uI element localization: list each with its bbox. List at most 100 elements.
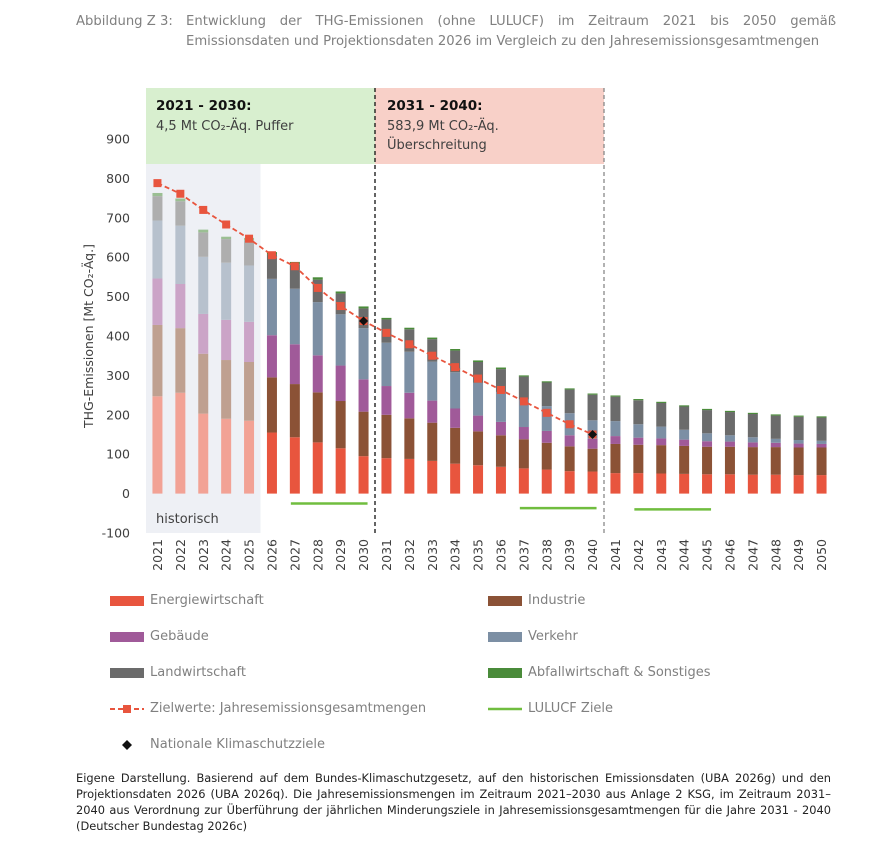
bar-segment	[747, 437, 758, 443]
x-tick-label: 2049	[791, 539, 806, 571]
bar-segment	[541, 406, 552, 431]
y-tick-label: 0	[122, 486, 130, 501]
bar-segment	[816, 475, 827, 494]
bar-segment	[266, 377, 277, 433]
bar-segment	[289, 437, 300, 494]
x-tick-label: 2047	[745, 539, 760, 571]
period2-text-line1: 583,9 Mt CO₂-Äq.	[387, 118, 499, 134]
bar-segment	[724, 410, 735, 413]
bar-segment	[679, 445, 690, 474]
bar-segment	[175, 328, 186, 393]
target-point	[313, 283, 322, 292]
bar-segment	[770, 442, 781, 448]
bar-segment	[816, 440, 827, 444]
bar-segment	[587, 438, 598, 449]
x-tick-label: 2024	[219, 539, 234, 571]
bar-segment	[450, 408, 461, 428]
bar-segment	[175, 198, 186, 202]
bar-segment	[244, 362, 255, 421]
bar-segment	[289, 264, 300, 289]
bar-segment	[656, 438, 667, 446]
bar-segment	[656, 401, 667, 403]
bar-segment	[633, 437, 644, 445]
bar-segment	[335, 291, 346, 294]
bar-segment	[564, 389, 575, 414]
bar-segment	[152, 220, 163, 279]
period-box-2031-2040	[375, 88, 604, 164]
x-tick-label: 2050	[814, 539, 829, 571]
target-point	[153, 179, 162, 188]
bar-segment	[312, 302, 323, 356]
bar-segment	[587, 394, 598, 421]
bar-segment	[610, 421, 621, 437]
bar-segment	[587, 393, 598, 395]
x-tick-label: 2044	[677, 539, 692, 571]
bar-segment	[335, 401, 346, 449]
bar-segment	[404, 351, 415, 393]
bar-segment	[793, 415, 804, 417]
bar-segment	[816, 416, 827, 418]
bar-segment	[541, 382, 552, 407]
bar-segment	[587, 420, 598, 439]
x-tick-label: 2037	[516, 539, 531, 571]
target-point	[222, 220, 231, 229]
bar-segment	[495, 421, 506, 436]
bar-segment	[702, 441, 713, 447]
bar-segment	[198, 256, 209, 314]
x-tick-label: 2025	[242, 539, 257, 571]
bar-segment	[656, 402, 667, 427]
national-target-point	[588, 430, 598, 439]
bar-segment	[633, 399, 644, 401]
bar-segment	[381, 342, 392, 387]
target-point	[428, 351, 437, 360]
x-tick-label: 2035	[471, 539, 486, 571]
bar-segment	[724, 441, 735, 447]
bar-segment	[495, 391, 506, 422]
target-point	[336, 302, 345, 311]
bar-segment	[495, 367, 506, 370]
target-point	[451, 363, 460, 372]
x-tick-label: 2027	[287, 539, 302, 571]
bar-segment	[152, 324, 163, 397]
bar-segment	[198, 353, 209, 414]
y-axis-label: THG-Emissionen [Mt CO₂-Äq.]	[81, 244, 96, 429]
bar-segment	[221, 319, 232, 361]
x-tick-label: 2023	[196, 539, 211, 571]
y-tick-label: 300	[106, 368, 130, 383]
x-tick-label: 2045	[700, 539, 715, 571]
bar-segment	[679, 473, 690, 494]
bar-segment	[793, 440, 804, 444]
bar-segment	[450, 350, 461, 373]
bar-segment	[312, 277, 323, 280]
bar-segment	[541, 469, 552, 494]
bar-segment	[816, 447, 827, 476]
bar-segment	[404, 458, 415, 494]
bar-segment	[518, 468, 529, 494]
bar-segment	[724, 474, 735, 494]
historic-label: historisch	[156, 512, 219, 527]
bar-segment	[266, 278, 277, 336]
bar-segment	[747, 414, 758, 438]
bar-segment	[152, 196, 163, 221]
bar-segment	[221, 236, 232, 240]
bar-segment	[770, 414, 781, 416]
bar-segment	[747, 442, 758, 448]
target-point	[290, 262, 299, 271]
x-tick-label: 2032	[402, 539, 417, 571]
bar-segment	[793, 443, 804, 448]
bar-segment	[198, 229, 209, 233]
bar-segment	[747, 447, 758, 475]
bar-segment	[518, 399, 529, 428]
bar-segment	[633, 400, 644, 425]
bar-segment	[450, 349, 461, 351]
figure-footnote: Eigene Darstellung. Basierend auf dem Bu…	[76, 771, 831, 833]
bar-segment	[473, 362, 484, 383]
y-tick-label: 500	[106, 289, 130, 304]
bar-segment	[404, 418, 415, 459]
target-point	[245, 234, 254, 243]
bar-segment	[335, 448, 346, 494]
bar-segment	[381, 317, 392, 320]
bar-segment	[404, 392, 415, 419]
y-tick-label: 600	[106, 250, 130, 265]
target-point	[519, 397, 528, 406]
